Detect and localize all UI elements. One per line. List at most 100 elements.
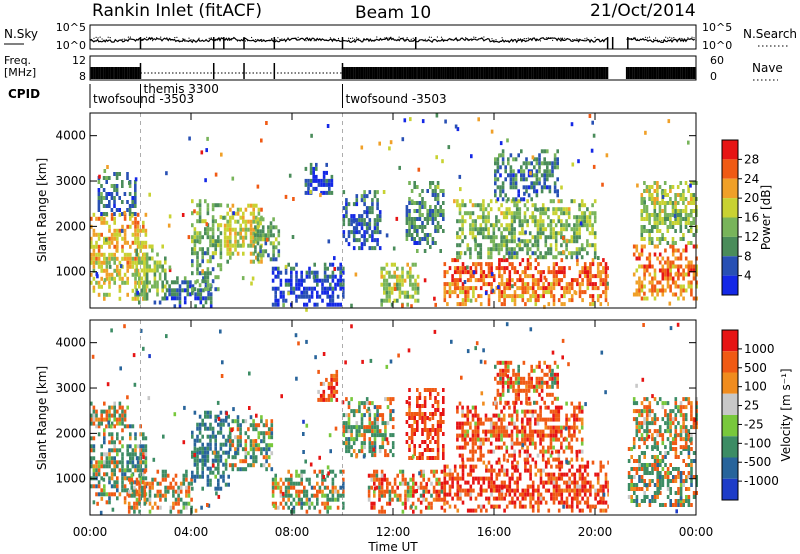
heatmap-cell (423, 249, 427, 253)
heatmap-cell (695, 272, 698, 277)
heatmap-cell (316, 274, 319, 279)
heatmap-cell (271, 485, 275, 490)
heatmap-cell (345, 413, 348, 418)
heatmap-cell (508, 231, 511, 236)
heatmap-cell (479, 266, 483, 271)
nsearch-point (653, 39, 655, 41)
heatmap-cell (185, 505, 188, 510)
heatmap-cell (290, 302, 293, 307)
heatmap-cell (656, 185, 659, 189)
heatmap-cell (687, 213, 690, 217)
heatmap-cell (531, 278, 535, 283)
heatmap-cell (347, 417, 351, 422)
heatmap-speck (312, 275, 316, 280)
heatmap-cell (231, 443, 235, 448)
heatmap-cell (431, 424, 435, 428)
heatmap-cell (516, 286, 519, 291)
heatmap-cell (464, 294, 467, 299)
heatmap-cell (287, 481, 290, 486)
heatmap-cell (456, 484, 460, 489)
heatmap-cell (508, 282, 512, 287)
heatmap-speck (282, 303, 285, 308)
heatmap-cell (429, 209, 432, 213)
heatmap-cell (202, 276, 205, 281)
heatmap-cell (518, 215, 522, 220)
heatmap-cell (501, 153, 505, 158)
heatmap-cell (453, 270, 457, 275)
heatmap-cell (416, 241, 419, 245)
heatmap-cell (113, 236, 116, 241)
heatmap-cell (411, 286, 415, 291)
heatmap-cell (108, 448, 111, 453)
heatmap-cell (144, 228, 148, 233)
heatmap-speck (291, 235, 295, 239)
heatmap-cell (386, 405, 390, 410)
nsearch-point (271, 38, 273, 40)
heatmap-cell (360, 226, 364, 231)
heatmap-cell (391, 497, 394, 502)
heatmap-cell (557, 508, 561, 513)
heatmap-cell (217, 422, 220, 427)
heatmap-cell (490, 480, 493, 485)
nsearch-point (261, 38, 263, 41)
heatmap-cell (92, 232, 96, 237)
heatmap-cell (421, 229, 424, 233)
heatmap-cell (145, 264, 149, 269)
heatmap-cell (378, 449, 382, 454)
heatmap-cell (95, 468, 98, 473)
heatmap-cell (156, 481, 160, 486)
heatmap-cell (479, 278, 483, 283)
heatmap-cell (479, 203, 483, 208)
heatmap-cell (110, 196, 114, 200)
heatmap-cell (97, 264, 101, 269)
heatmap-cell (421, 452, 424, 456)
heatmap-cell (113, 232, 116, 237)
heatmap-cell (461, 488, 465, 493)
heatmap-cell (148, 264, 151, 269)
heatmap-cell (570, 278, 574, 283)
heatmap-cell (142, 468, 145, 473)
heatmap-cell (204, 410, 207, 415)
heatmap-cell (550, 270, 553, 275)
heatmap-cell (690, 268, 693, 273)
heatmap-cell (541, 231, 545, 236)
heatmap-cell (500, 302, 504, 307)
heatmap-cell (645, 205, 649, 209)
heatmap-cell (108, 432, 111, 437)
heatmap-cell (695, 244, 698, 249)
heatmap-cell (92, 468, 96, 473)
heatmap-cell (404, 493, 407, 498)
heatmap-cell (411, 282, 415, 287)
heatmap-cell (482, 480, 486, 485)
heatmap-cell (226, 203, 229, 208)
heatmap-cell (490, 262, 493, 267)
heatmap-cell (423, 388, 427, 392)
nsearch-point (297, 36, 299, 39)
heatmap-cell (518, 199, 522, 204)
heatmap-cell (643, 276, 646, 281)
heatmap-cell (511, 488, 514, 493)
heatmap-cell (404, 481, 407, 486)
heatmap-cell (408, 209, 411, 213)
heatmap-cell (472, 294, 475, 299)
heatmap-cell (510, 219, 514, 224)
heatmap-cell (487, 211, 490, 216)
heatmap-cell (526, 460, 530, 465)
heatmap-cell (562, 211, 566, 216)
heatmap-cell (92, 260, 96, 265)
heatmap-cell (368, 409, 372, 414)
heatmap-cell (121, 280, 124, 285)
heatmap-cell (436, 181, 440, 185)
heatmap-cell (316, 294, 319, 299)
heatmap-speck (644, 130, 647, 135)
heatmap-cell (383, 282, 386, 287)
heatmap-cell (416, 282, 420, 287)
heatmap-cell (209, 438, 212, 443)
heatmap-cell (282, 505, 285, 510)
heatmap-cell (290, 477, 293, 482)
heatmap-cell (259, 237, 262, 242)
heatmap-cell (97, 432, 101, 437)
heatmap-cell (560, 476, 564, 481)
heatmap-cell (201, 486, 204, 491)
heatmap-cell (121, 180, 124, 184)
